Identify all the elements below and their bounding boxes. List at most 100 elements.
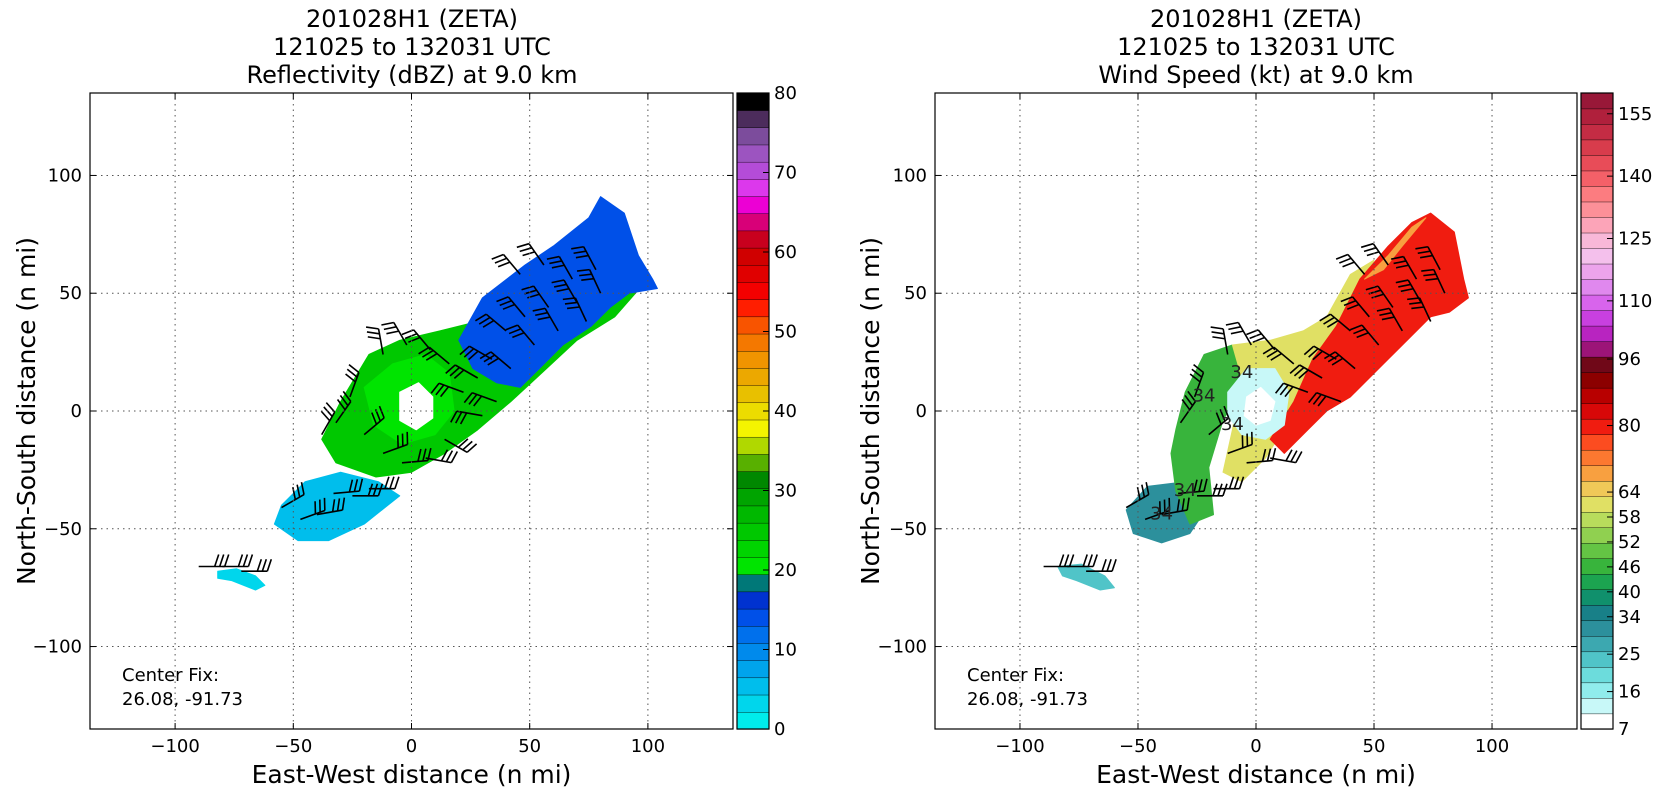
colorbar-tick-label: 20 — [774, 560, 797, 581]
wind-barb-flag — [1407, 297, 1420, 301]
x-tick-label: 0 — [1250, 736, 1261, 757]
wind-barb — [1421, 268, 1446, 294]
colorbar-tick-label: 46 — [1618, 557, 1641, 578]
colorbar-segment — [1580, 496, 1614, 513]
wind-barb-flag — [1409, 301, 1422, 305]
wind-barb-flag — [1312, 393, 1322, 405]
wind-barb-flag — [473, 395, 483, 407]
wind-barb-flag — [483, 354, 496, 363]
wind-barb-flag — [1323, 316, 1335, 325]
wind-barb-flag — [487, 357, 499, 366]
colorbar-segment — [1580, 170, 1614, 187]
colorbar-segment — [736, 195, 770, 214]
wind-barb-flag — [468, 350, 479, 361]
colorbar-segment — [736, 694, 770, 713]
wind-barb-flag — [532, 307, 546, 312]
wind-barb-flag — [1319, 313, 1331, 322]
wind-barb-flag — [1191, 368, 1203, 378]
wind-barb-flag — [1158, 501, 1161, 514]
wind-barb — [1349, 324, 1380, 346]
x-tick-label: 100 — [1475, 736, 1509, 757]
wind-barb-flag — [237, 554, 244, 567]
colorbar-tick-label: 25 — [1618, 644, 1641, 665]
wind-barb-flag — [564, 301, 578, 305]
wind-barb — [1227, 431, 1253, 455]
wind-barb-flag — [1279, 384, 1289, 396]
colorbar-segment — [1580, 573, 1614, 590]
wind-barb — [241, 558, 273, 573]
colorbar-segment — [736, 505, 770, 524]
colorbar-tick-label: 155 — [1618, 104, 1652, 125]
wind-barb-flag — [1163, 499, 1166, 513]
wind-barb-flag — [575, 254, 589, 259]
wind-barb-flag — [1419, 254, 1433, 259]
wind-barb — [1144, 497, 1171, 521]
wind-barb — [1319, 313, 1351, 332]
colorbar-segment — [1580, 682, 1614, 699]
colorbar-segment — [736, 642, 770, 661]
wind-barb — [532, 307, 559, 332]
wind-barb — [459, 345, 493, 361]
colorbar-segment — [1580, 542, 1614, 559]
colorbar-segment — [1580, 278, 1614, 296]
wind-barb-flag — [1082, 554, 1088, 567]
wind-barb-flag — [365, 326, 379, 330]
wind-barb — [496, 296, 526, 318]
x-tick-label: 100 — [631, 736, 665, 757]
colorbar-tick-label: 58 — [1618, 507, 1641, 528]
wind-barb-flag — [1356, 331, 1369, 339]
colorbar-segment — [736, 109, 770, 128]
colorbar-segment — [736, 539, 770, 558]
wind-barb-flag — [1262, 346, 1275, 355]
y-tick-label: 50 — [59, 283, 82, 304]
wind-barb-flag — [1349, 324, 1363, 331]
wind-barb — [333, 478, 364, 495]
x-tick-label: −50 — [1119, 736, 1157, 757]
wind-barb — [1161, 497, 1190, 516]
wind-barb-flag — [331, 499, 336, 512]
wind-barb-flag — [478, 316, 491, 325]
colorbar-tick-label: 110 — [1618, 291, 1652, 312]
y-tick-label: 100 — [893, 165, 927, 186]
y-tick-label: 100 — [48, 165, 82, 186]
wind-barb — [300, 497, 326, 521]
y-axis-label: North-South distance (n mi) — [856, 237, 885, 585]
wind-barb-flag — [1308, 392, 1318, 404]
wind-barb-flag — [439, 386, 450, 398]
wind-barb-flag — [1340, 296, 1353, 303]
colorbar-segment — [1580, 154, 1614, 172]
wind-barb-flag — [1181, 498, 1185, 512]
x-axis-label: East-West distance (n mi) — [1096, 760, 1416, 787]
wind-barb-flag — [1058, 554, 1065, 567]
wind-barb-flag — [474, 313, 487, 322]
wind-barb-flag — [459, 345, 470, 356]
wind-barb-flag — [323, 497, 326, 511]
wind-barb-flag — [1193, 479, 1198, 493]
wind-barb-flag — [348, 479, 354, 493]
colorbar-segment — [1580, 527, 1614, 544]
wind-barb-flag — [371, 412, 378, 425]
colorbar-tick-label: 52 — [1618, 532, 1641, 553]
wind-barb-flag — [314, 501, 317, 514]
colorbar-segment — [736, 574, 770, 593]
wind-barb — [316, 497, 346, 516]
wind-barb-flag — [1421, 268, 1434, 272]
wind-barb-flag — [378, 405, 385, 419]
wind-barb-flag — [1289, 364, 1301, 374]
wind-barb — [1262, 346, 1295, 365]
colorbar-tick-label: 7 — [1618, 719, 1629, 740]
wind-barb-flag — [1193, 363, 1204, 374]
wind-barb-flag — [502, 303, 516, 310]
chart-title-line-3: Wind Speed (kt) at 9.0 km — [1098, 61, 1413, 89]
wind-barb-flag — [348, 363, 360, 374]
wind-barb-flag — [1285, 449, 1293, 462]
colorbar-segment — [1580, 604, 1614, 622]
wind-barb-flag — [1233, 476, 1240, 489]
colorbar-segment — [1580, 434, 1614, 451]
wind-barb-flag — [579, 273, 592, 277]
wind-barb-flag — [1187, 390, 1197, 402]
colorbar-segment — [1580, 372, 1614, 389]
wind-barb-flag — [406, 431, 409, 445]
